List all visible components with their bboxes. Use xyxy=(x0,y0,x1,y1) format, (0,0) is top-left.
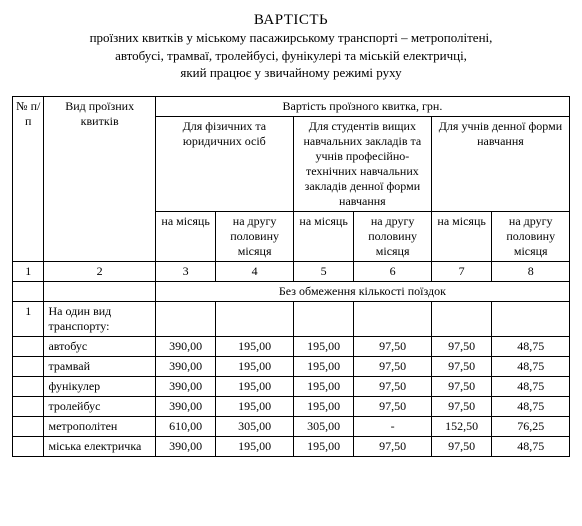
table-row: тролейбус390,00195,00195,0097,5097,5048,… xyxy=(13,396,570,416)
table-row: автобус390,00195,00195,0097,5097,5048,75 xyxy=(13,336,570,356)
row-number xyxy=(13,336,44,356)
table-row: 1 На один вид транспорту: xyxy=(13,301,570,336)
row-label: трамвай xyxy=(44,356,155,376)
cell-value: 195,00 xyxy=(293,376,354,396)
row-number xyxy=(13,416,44,436)
table-index-row: 1 2 3 4 5 6 7 8 xyxy=(13,261,570,281)
cell-value: 195,00 xyxy=(216,436,293,456)
cell-value: 97,50 xyxy=(431,376,492,396)
index-cell: 5 xyxy=(293,261,354,281)
cell-value: 195,00 xyxy=(216,336,293,356)
col-header-group3: Для учнів денної форми навчання xyxy=(431,116,569,211)
cell-value: 48,75 xyxy=(492,356,570,376)
table-row: міська електричка390,00195,00195,0097,50… xyxy=(13,436,570,456)
cell-value: 48,75 xyxy=(492,436,570,456)
cell-value: 390,00 xyxy=(155,396,216,416)
title-sub-line-1: проїзних квитків у міському пасажирськом… xyxy=(12,29,570,47)
subhead-month: на місяць xyxy=(293,211,354,261)
cell-value: 195,00 xyxy=(293,336,354,356)
index-cell: 1 xyxy=(13,261,44,281)
table-header-row: № п/п Вид проїзних квитків Вартість прої… xyxy=(13,96,570,116)
cell-value: 195,00 xyxy=(216,396,293,416)
cell-value: 97,50 xyxy=(431,356,492,376)
table-row: трамвай390,00195,00195,0097,5097,5048,75 xyxy=(13,356,570,376)
title-main: ВАРТІСТЬ xyxy=(12,12,570,29)
cell-value: 97,50 xyxy=(354,336,431,356)
index-cell: 8 xyxy=(492,261,570,281)
cell-value: 305,00 xyxy=(293,416,354,436)
row-label: автобус xyxy=(44,336,155,356)
title-sub-line-3: який працює у звичайному режимі руху xyxy=(12,64,570,82)
cell-value: 195,00 xyxy=(216,376,293,396)
index-cell: 7 xyxy=(431,261,492,281)
cell-value: 195,00 xyxy=(293,356,354,376)
cell-value: 390,00 xyxy=(155,376,216,396)
col-header-group2: Для студентів вищих навчальних закладів … xyxy=(293,116,431,211)
cell-value: 390,00 xyxy=(155,356,216,376)
cell-value: 97,50 xyxy=(431,436,492,456)
cell-value: 610,00 xyxy=(155,416,216,436)
cell-value: 97,50 xyxy=(354,376,431,396)
row-label: На один вид транспорту: xyxy=(44,301,155,336)
col-header-group1: Для фізичних та юридичних осіб xyxy=(155,116,293,211)
cell-value: 76,25 xyxy=(492,416,570,436)
cell-value: 97,50 xyxy=(354,396,431,416)
col-header-number: № п/п xyxy=(13,96,44,261)
title-sub-line-2: автобусі, трамваї, тролейбусі, фунікулер… xyxy=(12,47,570,65)
cell-value: 195,00 xyxy=(293,436,354,456)
index-cell: 4 xyxy=(216,261,293,281)
cell-value: 97,50 xyxy=(354,436,431,456)
cell-value: 97,50 xyxy=(354,356,431,376)
cell-value: 97,50 xyxy=(431,396,492,416)
row-label: фунікулер xyxy=(44,376,155,396)
index-cell: 3 xyxy=(155,261,216,281)
cell-value: 48,75 xyxy=(492,336,570,356)
cell-value: 305,00 xyxy=(216,416,293,436)
row-number xyxy=(13,436,44,456)
fare-table: № п/п Вид проїзних квитків Вартість прої… xyxy=(12,96,570,457)
index-cell: 6 xyxy=(354,261,431,281)
table-row: метрополітен610,00305,00305,00-152,5076,… xyxy=(13,416,570,436)
row-number xyxy=(13,356,44,376)
row-label: міська електричка xyxy=(44,436,155,456)
cell-value: 97,50 xyxy=(431,336,492,356)
cell-value: 152,50 xyxy=(431,416,492,436)
row-number xyxy=(13,396,44,416)
section-title: Без обмеження кількості поїздок xyxy=(155,281,569,301)
col-header-kind: Вид проїзних квитків xyxy=(44,96,155,261)
index-cell: 2 xyxy=(44,261,155,281)
subhead-half: на другу половину місяця xyxy=(354,211,431,261)
cell-value: 390,00 xyxy=(155,436,216,456)
cell-value: 48,75 xyxy=(492,396,570,416)
row-number xyxy=(13,376,44,396)
subhead-half: на другу половину місяця xyxy=(216,211,293,261)
subhead-month: на місяць xyxy=(431,211,492,261)
document-title-block: ВАРТІСТЬ проїзних квитків у міському пас… xyxy=(12,12,570,82)
row-number: 1 xyxy=(13,301,44,336)
cell-value: 195,00 xyxy=(216,356,293,376)
cell-value: 390,00 xyxy=(155,336,216,356)
section-title-row: Без обмеження кількості поїздок xyxy=(13,281,570,301)
col-header-price-span: Вартість проїзного квитка, грн. xyxy=(155,96,569,116)
subhead-month: на місяць xyxy=(155,211,216,261)
cell-value: 195,00 xyxy=(293,396,354,416)
subhead-half: на другу половину місяця xyxy=(492,211,570,261)
row-label: тролейбус xyxy=(44,396,155,416)
table-row: фунікулер390,00195,00195,0097,5097,5048,… xyxy=(13,376,570,396)
cell-value: - xyxy=(354,416,431,436)
cell-value: 48,75 xyxy=(492,376,570,396)
row-label: метрополітен xyxy=(44,416,155,436)
